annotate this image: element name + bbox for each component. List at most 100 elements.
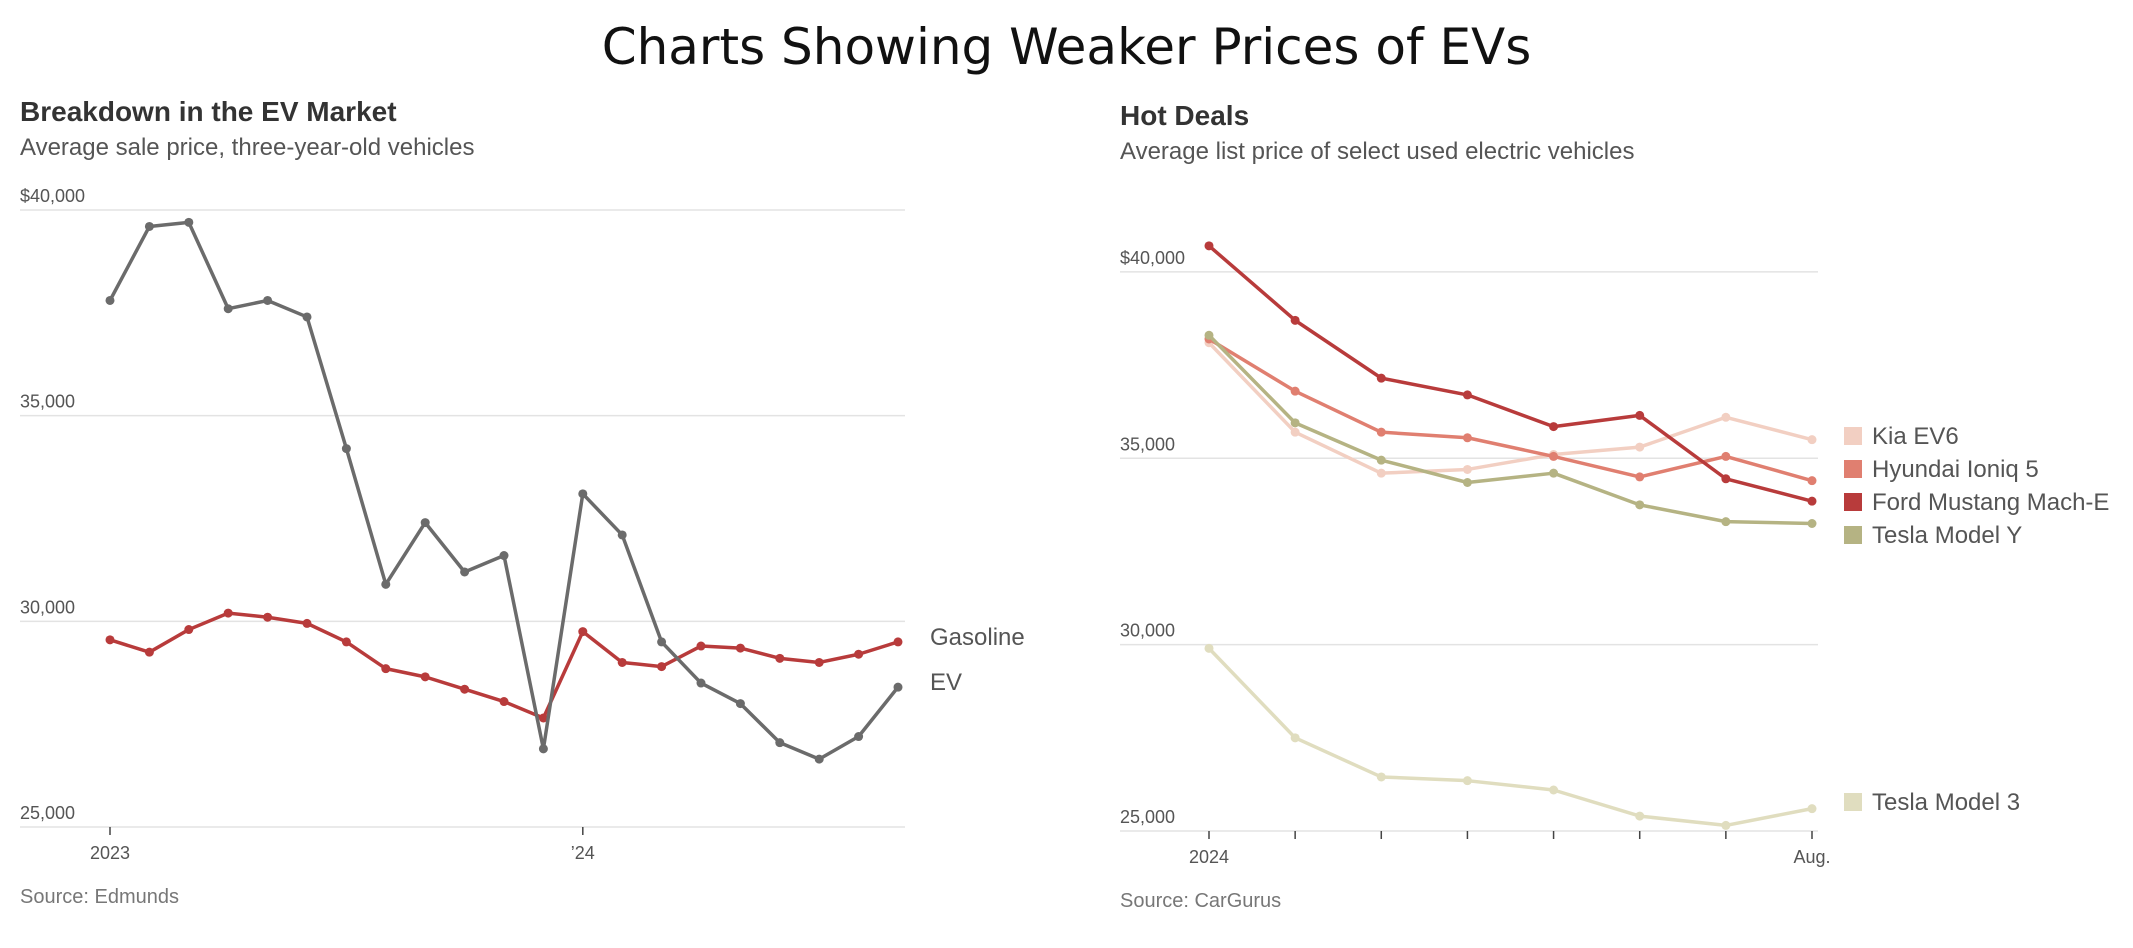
hot-deals-source: Source: CarGurus — [1120, 890, 1282, 912]
tesla-model-y-point — [1807, 519, 1817, 528]
tesla-model-y-point — [1290, 418, 1300, 428]
ev-point — [814, 754, 824, 764]
y-tick-label: 35,000 — [1120, 434, 1175, 454]
gasoline-point — [617, 657, 627, 667]
gasoline-point — [854, 649, 864, 659]
hyundai-ioniq-5-point — [1549, 451, 1559, 461]
gasoline-point — [184, 625, 194, 635]
ev-point — [617, 530, 627, 540]
tesla-model-3-point — [1721, 820, 1731, 830]
gasoline-point — [775, 653, 785, 663]
tesla-model-3-point — [1462, 776, 1472, 786]
gasoline-point — [814, 657, 824, 667]
kia-ev6-legend-label: Kia EV6 — [1872, 423, 1959, 450]
tesla-model-y-point — [1376, 455, 1386, 465]
ev-point — [657, 637, 667, 647]
tesla-model-3-point — [1807, 804, 1817, 814]
tesla-model-y-point — [1462, 478, 1472, 487]
ford-mustang-mach-e-point — [1462, 390, 1472, 400]
hot-deals-chart-panel: Hot Deals Average list price of select u… — [1100, 0, 2133, 948]
tesla-model-3-point — [1290, 733, 1300, 743]
ev-point — [578, 489, 588, 499]
hot-deals-chart-subtitle: Average list price of select used electr… — [1120, 138, 1635, 165]
ford-mustang-mach-e-point — [1549, 422, 1559, 432]
ford-mustang-mach-e-legend-swatch — [1844, 493, 1862, 511]
kia-ev6-point — [1290, 427, 1300, 437]
ev-point — [105, 295, 115, 305]
page-title: Charts Showing Weaker Prices of EVs — [601, 18, 1532, 76]
tesla-model-y-point — [1204, 330, 1214, 340]
gasoline-point — [460, 684, 470, 694]
gasoline-point — [105, 635, 115, 645]
y-tick-label: $40,000 — [20, 186, 85, 206]
gasoline-point — [302, 618, 312, 628]
tesla-model-3-point — [1635, 811, 1645, 821]
gasoline-point — [735, 643, 745, 653]
hyundai-ioniq-5-legend-swatch — [1844, 460, 1862, 478]
ev-point — [893, 682, 903, 692]
tesla-model-3-legend-label: Tesla Model 3 — [1872, 789, 2020, 816]
y-tick-label: 25,000 — [20, 803, 75, 823]
y-tick-label: 25,000 — [1120, 807, 1175, 827]
hot-deals-line-chart: 25,000 30,000 35,000 $40,000 2024 Aug. Kia EV6… — [1120, 241, 2109, 867]
gasoline-point — [144, 647, 154, 657]
ev-point — [420, 518, 430, 528]
tesla-model-y-point — [1549, 468, 1559, 478]
ev-market-source: Source: Edmunds — [20, 886, 179, 908]
gasoline-point — [657, 662, 667, 672]
ev-point — [184, 217, 194, 227]
ford-mustang-mach-e-point — [1807, 496, 1817, 506]
kia-ev6-point — [1462, 464, 1472, 474]
ev-point — [499, 551, 509, 561]
hyundai-ioniq-5-point — [1462, 433, 1472, 443]
hyundai-ioniq-5-point — [1807, 476, 1817, 486]
ev-market-chart-title: Breakdown in the EV Market — [20, 96, 397, 127]
hot-deals-chart-title: Hot Deals — [1120, 100, 1250, 131]
gasoline-point — [578, 627, 588, 637]
hyundai-ioniq-5-legend-label: Hyundai Ioniq 5 — [1872, 456, 2039, 483]
x-tick-label: 2024 — [1189, 847, 1229, 867]
ev-point — [696, 678, 706, 688]
ev-market-chart-panel: Breakdown in the EV Market Average sale … — [20, 96, 1025, 908]
gasoline-point — [696, 641, 706, 651]
x-tick-label: 2023 — [90, 843, 130, 863]
ev-line — [108, 220, 900, 761]
y-tick-label: $40,000 — [1120, 248, 1185, 268]
hyundai-ioniq-5-point — [1290, 386, 1300, 396]
y-tick-label: 35,000 — [20, 392, 75, 412]
hyundai-ioniq-5-point — [1376, 427, 1386, 437]
tesla-model-y-legend-label: Tesla Model Y — [1872, 522, 2022, 549]
kia-ev6-point — [1807, 435, 1817, 445]
hyundai-ioniq-5-point — [1635, 472, 1645, 482]
gasoline-point — [341, 637, 351, 647]
tesla-model-3-point — [1204, 643, 1214, 653]
ev-point — [460, 567, 470, 577]
ford-mustang-mach-e-point — [1376, 373, 1386, 383]
gasoline-point — [263, 612, 273, 622]
gasoline-point — [381, 664, 391, 674]
ford-mustang-mach-e-legend-label: Ford Mustang Mach-E — [1872, 489, 2109, 516]
ev-market-chart-subtitle: Average sale price, three-year-old vehic… — [20, 134, 475, 161]
ev-market-line-chart: 25,000 30,000 35,000 $40,000 2023 ’24 Gasoline… — [20, 186, 1025, 863]
ev-label: EV — [930, 669, 962, 696]
tesla-model-3-line — [1207, 647, 1813, 828]
ford-mustang-mach-e-point — [1204, 241, 1214, 251]
gasoline-point — [499, 697, 509, 707]
tesla-model-y-point — [1721, 517, 1731, 527]
ev-point — [854, 732, 864, 742]
gasoline-point — [893, 637, 903, 647]
x-tick-label: ’24 — [571, 843, 595, 863]
gasoline-point — [538, 713, 548, 723]
hyundai-ioniq-5-point — [1721, 451, 1731, 461]
tesla-model-3-point — [1376, 772, 1386, 782]
kia-ev6-point — [1635, 442, 1645, 452]
kia-ev6-legend-swatch — [1844, 427, 1862, 445]
y-tick-label: 30,000 — [20, 597, 75, 617]
tesla-model-3-legend-swatch — [1844, 793, 1862, 811]
ford-mustang-mach-e-point — [1635, 410, 1645, 420]
tesla-model-y-line — [1207, 334, 1813, 526]
gasoline-label: Gasoline — [930, 624, 1025, 651]
kia-ev6-point — [1721, 412, 1731, 422]
x-tick-label: Aug. — [1793, 847, 1830, 867]
ev-point — [263, 295, 273, 305]
